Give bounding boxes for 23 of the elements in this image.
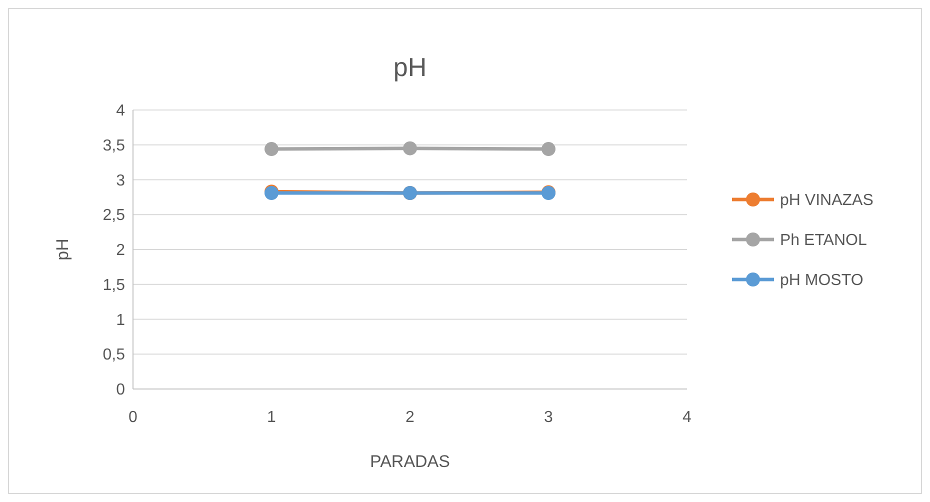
point — [542, 142, 556, 156]
legend-label: pH MOSTO — [780, 272, 864, 290]
legend-label: pH VINAZAS — [780, 192, 874, 210]
y-tick-label: 2,5 — [102, 207, 126, 224]
x-tick-label: 0 — [128, 409, 138, 426]
x-tick-label: 2 — [406, 409, 415, 426]
y-tick-label: 1 — [116, 312, 126, 329]
x-axis-title: PARADAS — [370, 452, 450, 471]
y-tick-label: 1,5 — [102, 276, 126, 294]
x-tick-label: 4 — [682, 409, 692, 426]
y-axis-title: pH — [53, 238, 72, 260]
y-tick-label: 0,5 — [102, 346, 126, 364]
chart-title: pH — [393, 52, 427, 82]
legend-label: Ph ETANOL — [780, 232, 867, 250]
point — [264, 142, 278, 156]
y-tick-label: 2 — [116, 242, 126, 260]
x-tick-label: 3 — [544, 409, 554, 426]
y-tick-label: 3,5 — [102, 137, 126, 154]
y-tick-label: 4 — [116, 102, 126, 120]
y-tick-label: 0 — [116, 382, 126, 399]
y-tick-label: 3 — [116, 172, 126, 190]
x-tick-label: 1 — [267, 409, 276, 426]
point — [403, 141, 417, 156]
